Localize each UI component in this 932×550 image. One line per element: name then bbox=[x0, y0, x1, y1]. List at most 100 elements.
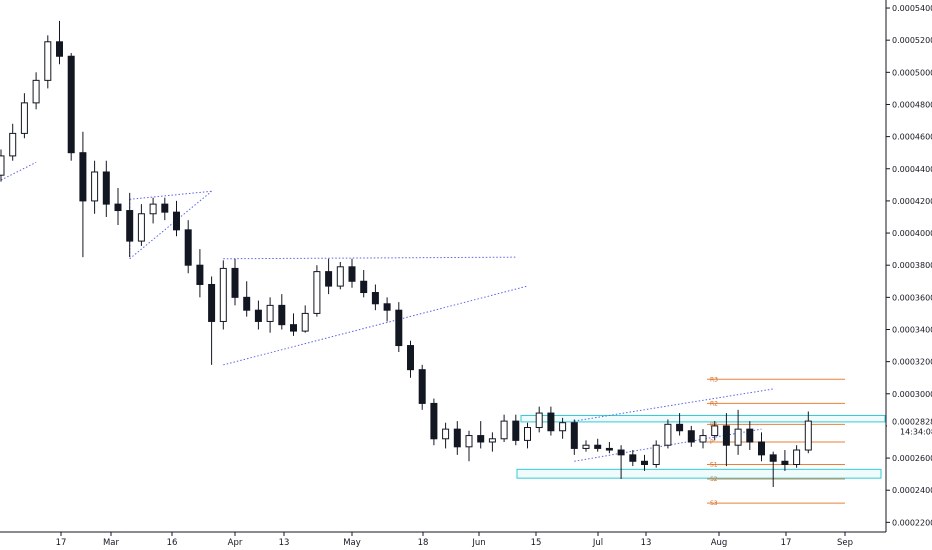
candle bbox=[348, 258, 356, 288]
y-tick-label: 0.00022000 bbox=[892, 518, 932, 527]
candle-body-up bbox=[664, 423, 672, 446]
candle bbox=[137, 204, 145, 246]
candle bbox=[769, 451, 777, 487]
candle-body-down bbox=[208, 283, 216, 322]
candle bbox=[44, 35, 52, 89]
candle bbox=[32, 72, 40, 110]
candle-body-up bbox=[500, 420, 508, 440]
candle-body-down bbox=[418, 369, 426, 404]
pivot-label-r1: R1 bbox=[710, 421, 718, 428]
candle bbox=[173, 200, 180, 237]
pivot-label-p: P bbox=[710, 439, 714, 446]
candle bbox=[559, 417, 567, 439]
candle bbox=[266, 297, 274, 333]
candle bbox=[687, 425, 695, 447]
y-tick-label: 0.00054000 bbox=[892, 4, 932, 13]
candle-body-down bbox=[594, 444, 602, 449]
candle-body-down bbox=[746, 428, 754, 443]
candle bbox=[67, 53, 75, 161]
candle bbox=[488, 432, 496, 452]
triangle-1-bottom bbox=[129, 190, 212, 260]
candle-body-up bbox=[559, 422, 567, 432]
candle bbox=[383, 297, 391, 322]
candle-body-down bbox=[617, 449, 625, 456]
candle-body-down bbox=[629, 454, 637, 462]
candle bbox=[196, 249, 204, 298]
candle bbox=[114, 188, 122, 226]
candle bbox=[126, 192, 134, 258]
pivot-label-s3: S3 bbox=[710, 500, 718, 507]
candle bbox=[9, 123, 17, 161]
candle-body-down bbox=[79, 152, 87, 202]
x-tick-label: May bbox=[343, 538, 361, 548]
resistance-zone bbox=[520, 414, 886, 423]
candle bbox=[20, 93, 28, 139]
candle bbox=[313, 265, 321, 317]
candle-body-up bbox=[488, 438, 496, 443]
candle-body-up bbox=[336, 266, 344, 287]
candle-body-up bbox=[699, 435, 707, 443]
y-tick-label: 0.00032000 bbox=[892, 358, 932, 367]
x-tick-label: Aug bbox=[711, 538, 728, 548]
candle-body-up bbox=[804, 420, 812, 451]
candle bbox=[804, 411, 812, 454]
candle-body-down bbox=[512, 420, 520, 441]
candle-body-up bbox=[301, 312, 309, 332]
candle-body-down bbox=[769, 454, 777, 462]
countdown-label: 14:34:08 bbox=[900, 427, 932, 436]
x-tick-label: 17 bbox=[56, 538, 67, 548]
candle bbox=[161, 197, 169, 221]
candle bbox=[325, 258, 333, 295]
x-tick-label: 17 bbox=[781, 538, 792, 548]
candle bbox=[208, 276, 216, 365]
zones bbox=[516, 414, 886, 479]
candle bbox=[430, 398, 438, 446]
candle bbox=[722, 413, 730, 467]
candle-body-down bbox=[407, 345, 414, 371]
candle bbox=[407, 340, 414, 378]
pivot-lines: R3 R2 R1 P S1 S2 S3 bbox=[707, 376, 845, 507]
candle bbox=[91, 160, 99, 214]
y-tick-label: 0.00030000 bbox=[892, 390, 932, 399]
x-tick-label: 18 bbox=[418, 538, 429, 548]
candle bbox=[676, 413, 684, 436]
y-tick-label: 0.00048000 bbox=[892, 100, 932, 109]
candle-body-down bbox=[231, 267, 239, 298]
x-tick-label: Jun bbox=[471, 538, 485, 548]
candle-body-down bbox=[383, 303, 391, 311]
candle bbox=[793, 445, 801, 468]
candle bbox=[594, 438, 602, 452]
last-price-label: 0.00028280 bbox=[892, 417, 932, 426]
candle bbox=[652, 440, 660, 468]
x-tick-label: 15 bbox=[531, 538, 542, 548]
candle bbox=[617, 445, 625, 479]
candle bbox=[231, 258, 239, 306]
y-tick-label: 0.00024000 bbox=[892, 486, 932, 495]
candle-body-down bbox=[605, 447, 613, 451]
candle-body-up bbox=[442, 428, 450, 440]
candle bbox=[641, 454, 648, 471]
candle-body-down bbox=[676, 423, 684, 432]
candle bbox=[102, 160, 110, 217]
candle bbox=[781, 450, 789, 471]
y-tick-label: 0.00052000 bbox=[892, 36, 932, 45]
candle bbox=[465, 430, 473, 462]
triangle-1-top bbox=[129, 190, 212, 200]
candle-body-down bbox=[758, 441, 765, 456]
candles bbox=[0, 20, 812, 487]
candle-body-down bbox=[360, 280, 368, 294]
candle bbox=[149, 197, 157, 224]
candle bbox=[547, 406, 555, 436]
candle-body-down bbox=[395, 309, 403, 347]
candle-body-down bbox=[781, 460, 789, 465]
candle-body-up bbox=[734, 428, 742, 446]
x-tick-label: 13 bbox=[279, 538, 290, 548]
candle-body-down bbox=[348, 266, 356, 282]
candle-body-down bbox=[325, 271, 333, 287]
candle bbox=[664, 419, 672, 449]
candle bbox=[512, 414, 520, 446]
candle-body-up bbox=[0, 155, 5, 176]
candle bbox=[0, 149, 5, 182]
candle-body-down bbox=[547, 412, 555, 432]
